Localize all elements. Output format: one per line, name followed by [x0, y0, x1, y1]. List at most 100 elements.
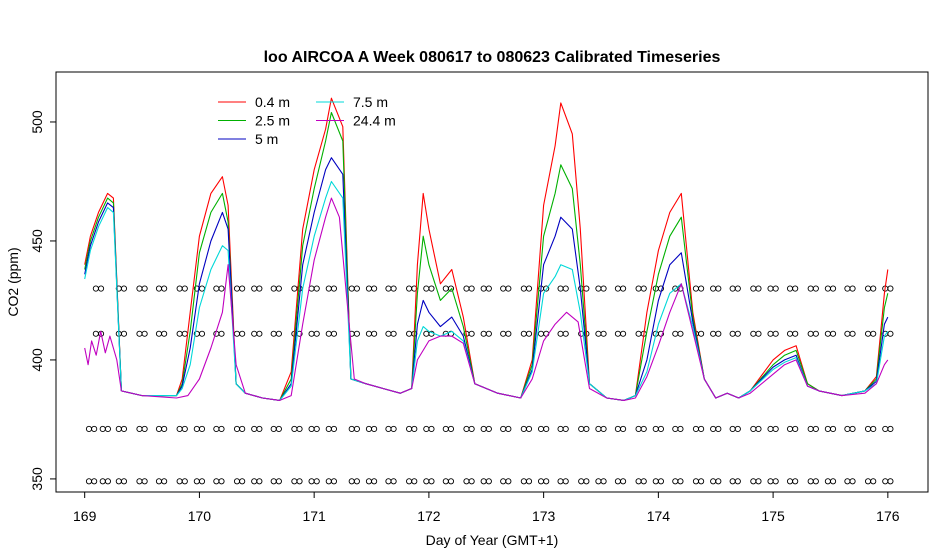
marker-point	[786, 425, 794, 432]
marker-point	[348, 285, 355, 292]
marker-point	[710, 478, 717, 485]
marker-point	[371, 330, 378, 337]
marker-point	[348, 425, 355, 432]
marker-point	[677, 330, 684, 337]
marker-point	[734, 285, 741, 292]
marker-point	[812, 425, 819, 432]
marker-point	[715, 425, 722, 432]
marker-point	[313, 478, 320, 485]
marker-point	[870, 330, 877, 337]
marker-point	[600, 478, 607, 485]
marker-point	[120, 285, 128, 292]
marker-point	[505, 285, 512, 292]
marker-point	[270, 478, 277, 485]
marker-point	[447, 425, 455, 432]
marker-point	[824, 478, 831, 485]
marker-point	[882, 425, 889, 432]
marker-point	[181, 330, 188, 337]
marker-point	[844, 285, 851, 292]
marker-point	[480, 285, 487, 292]
marker-point	[500, 285, 507, 292]
marker-point	[537, 330, 545, 337]
marker-point	[120, 478, 128, 485]
marker-point	[104, 425, 111, 432]
marker-point	[750, 330, 757, 337]
marker-point	[213, 478, 220, 485]
marker-point	[296, 425, 303, 432]
x-tick-label: 176	[876, 508, 900, 524]
marker-point	[824, 425, 831, 432]
marker-point	[870, 425, 877, 432]
marker-point	[830, 285, 837, 292]
marker-point	[256, 330, 263, 337]
marker-point	[830, 425, 837, 432]
marker-point	[537, 478, 545, 485]
marker-point	[729, 478, 736, 485]
marker-point	[330, 285, 338, 292]
marker-point	[463, 285, 470, 292]
marker-point	[155, 285, 163, 292]
marker-point	[485, 330, 492, 337]
marker-point	[864, 285, 872, 292]
marker-point	[755, 478, 762, 485]
marker-point	[348, 478, 355, 485]
marker-point	[291, 285, 298, 292]
marker-point	[120, 425, 128, 432]
marker-point	[428, 425, 435, 432]
marker-point	[99, 478, 106, 485]
marker-point	[600, 285, 607, 292]
marker-point	[256, 285, 263, 292]
marker-point	[161, 425, 168, 432]
y-tick-label: 450	[29, 229, 45, 253]
marker-point	[115, 478, 122, 485]
marker-point	[677, 425, 684, 432]
marker-point	[330, 425, 338, 432]
marker-point	[882, 478, 889, 485]
marker-point	[692, 425, 699, 432]
marker-point	[330, 330, 338, 337]
marker-point	[390, 425, 397, 432]
marker-point	[729, 425, 736, 432]
marker-point	[161, 285, 168, 292]
marker-point	[176, 478, 183, 485]
marker-point	[505, 330, 512, 337]
marker-point	[385, 330, 392, 337]
marker-point	[698, 330, 705, 337]
marker-point	[193, 478, 200, 485]
marker-point	[657, 330, 665, 337]
x-tick-label: 171	[302, 508, 326, 524]
marker-point	[614, 285, 621, 292]
marker-point	[657, 425, 665, 432]
marker-point	[442, 285, 449, 292]
marker-point	[218, 330, 225, 337]
marker-point	[385, 285, 392, 292]
marker-point	[772, 330, 779, 337]
marker-point	[792, 330, 799, 337]
marker-point	[595, 425, 602, 432]
marker-point	[251, 425, 258, 432]
marker-point	[485, 285, 492, 292]
marker-point	[657, 478, 665, 485]
marker-point	[325, 478, 332, 485]
marker-point	[557, 425, 564, 432]
marker-point	[308, 478, 315, 485]
marker-point	[275, 425, 282, 432]
marker-point	[887, 285, 894, 292]
marker-point	[251, 330, 258, 337]
series-line	[84, 197, 889, 401]
marker-point	[411, 425, 418, 432]
x-tick-label: 174	[647, 508, 671, 524]
marker-point	[715, 330, 722, 337]
marker-point	[786, 478, 794, 485]
marker-point	[734, 478, 741, 485]
marker-point	[755, 330, 762, 337]
marker-point	[698, 478, 705, 485]
marker-point	[525, 330, 533, 337]
marker-rows	[85, 285, 894, 485]
y-axis-label: CO2 (ppm)	[5, 247, 21, 316]
marker-point	[161, 478, 168, 485]
marker-point	[614, 478, 621, 485]
marker-point	[543, 285, 550, 292]
marker-point	[812, 478, 819, 485]
